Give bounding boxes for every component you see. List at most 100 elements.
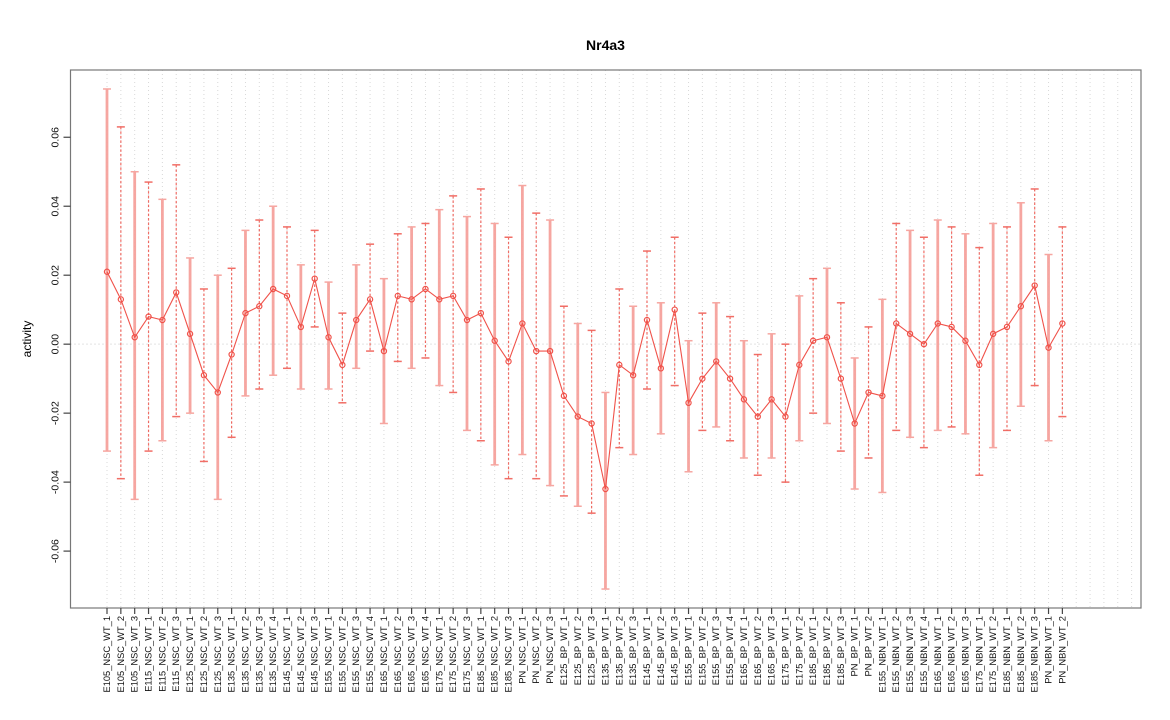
x-tick-label: E185_BP_WT_3 xyxy=(836,616,846,685)
error-bar xyxy=(352,264,361,370)
data-point xyxy=(422,285,429,293)
data-point xyxy=(242,309,249,317)
data-point xyxy=(366,296,374,303)
data-point xyxy=(491,337,498,344)
data-point xyxy=(353,316,360,324)
x-tick-label: E145_NSC_WT_1 xyxy=(282,616,292,692)
data-point xyxy=(574,413,581,420)
x-tick-label: E165_NBN_WT_3 xyxy=(960,616,970,692)
x-tick-label: E135_BP_WT_2 xyxy=(614,616,624,685)
x-tick-label: E175_NSC_WT_2 xyxy=(448,616,458,692)
x-tick-label: E165_NBN_WT_1 xyxy=(933,616,943,692)
error-bar xyxy=(366,243,375,352)
x-tick-label: E125_NSC_WT_3 xyxy=(213,616,223,692)
data-point xyxy=(283,292,291,300)
error-bar xyxy=(781,343,790,483)
error-bar xyxy=(504,236,513,480)
error-bar xyxy=(975,246,984,476)
data-point xyxy=(200,372,208,379)
data-point xyxy=(920,340,928,348)
data-point xyxy=(629,372,637,379)
error-bar xyxy=(282,226,291,370)
data-point xyxy=(685,399,692,407)
error-bar xyxy=(310,229,319,328)
x-tick-label: E155_NSC_WT_1 xyxy=(324,616,334,692)
x-tick-label: PN_NBN_WT_2 xyxy=(1057,616,1067,684)
data-point xyxy=(269,285,277,293)
error-bar xyxy=(103,88,111,452)
x-tick-label: E165_BP_WT_2 xyxy=(753,616,763,685)
error-bar xyxy=(809,277,818,414)
x-tick-label: E155_NBN_WT_2 xyxy=(891,616,901,692)
data-point xyxy=(713,358,720,365)
error-bar xyxy=(753,353,762,476)
data-point xyxy=(699,375,706,382)
data-point xyxy=(533,347,540,355)
x-tick-label: E175_BP_WT_1 xyxy=(780,616,790,685)
x-tick-label: E125_BP_WT_2 xyxy=(573,616,583,685)
error-bar xyxy=(213,274,222,501)
data-point xyxy=(228,351,235,358)
x-tick-label: E155_NBN_WT_1 xyxy=(877,616,887,692)
error-bar xyxy=(726,315,735,442)
error-bar xyxy=(864,326,873,459)
data-point xyxy=(796,361,803,369)
x-axis: E105_NSC_WT_1 E105_NSC_WT_2 E105_NSC_WT_3 E… xyxy=(102,608,1067,692)
error-bar xyxy=(961,233,970,435)
x-tick-label: E125_BP_WT_3 xyxy=(587,616,597,685)
data-point xyxy=(657,365,665,372)
data-point xyxy=(560,392,568,400)
error-bar xyxy=(822,267,831,425)
error-bar xyxy=(490,222,499,466)
data-point xyxy=(989,330,997,338)
x-tick-label: E185_NSC_WT_3 xyxy=(504,616,514,692)
error-bar xyxy=(1016,202,1025,407)
y-tick-label: 0.02 xyxy=(50,265,62,286)
x-tick-label: E175_NBN_WT_1 xyxy=(974,616,984,692)
error-bar xyxy=(767,333,776,459)
data-point xyxy=(1003,323,1011,331)
data-point xyxy=(380,347,388,355)
x-tick-label: E185_NBN_WT_1 xyxy=(1002,616,1012,692)
data-point xyxy=(823,334,831,341)
error-bar xyxy=(435,208,444,387)
data-point xyxy=(256,303,263,310)
data-point xyxy=(602,485,609,493)
error-bars xyxy=(103,88,1067,590)
error-bar xyxy=(601,391,610,590)
data-point xyxy=(962,337,969,344)
x-tick-label: E125_NSC_WT_2 xyxy=(199,616,209,692)
y-tick-label: 0.04 xyxy=(50,196,62,217)
data-point xyxy=(436,296,443,303)
error-bar xyxy=(518,184,527,456)
error-bar xyxy=(892,222,901,432)
data-point xyxy=(768,396,775,403)
x-tick-label: E155_BP_WT_1 xyxy=(684,616,694,685)
x-tick-label: E165_NSC_WT_4 xyxy=(420,616,430,692)
error-bar xyxy=(795,295,804,442)
x-tick-label: E105_NSC_WT_1 xyxy=(102,616,112,692)
x-tick-label: PN_BP_WT_2 xyxy=(864,616,874,676)
error-bar xyxy=(698,312,707,432)
data-point xyxy=(671,306,678,313)
x-tick-label: E135_NSC_WT_4 xyxy=(268,616,278,692)
x-tick-label: PN_NBN_WT_1 xyxy=(1044,616,1054,684)
x-tick-label: E135_BP_WT_3 xyxy=(628,616,638,685)
data-point xyxy=(865,389,872,396)
error-bar xyxy=(587,329,596,514)
data-point xyxy=(505,358,512,365)
data-point xyxy=(519,320,526,327)
x-tick-label: E185_BP_WT_2 xyxy=(822,616,832,685)
x-tick-label: E175_NSC_WT_3 xyxy=(462,616,472,692)
error-bar xyxy=(255,219,264,390)
error-bar xyxy=(615,288,624,449)
data-point xyxy=(1059,320,1066,327)
data-point xyxy=(214,389,221,396)
error-bar xyxy=(629,305,638,456)
x-tick-label: E115_NSC_WT_2 xyxy=(157,616,167,692)
x-tick-label: PN_NSC_WT_2 xyxy=(531,616,541,684)
y-tick-label: -0.04 xyxy=(50,470,62,494)
data-point xyxy=(893,320,900,327)
x-tick-label: E105_NSC_WT_2 xyxy=(116,616,126,692)
x-tick-label: E185_NSC_WT_1 xyxy=(476,616,486,692)
